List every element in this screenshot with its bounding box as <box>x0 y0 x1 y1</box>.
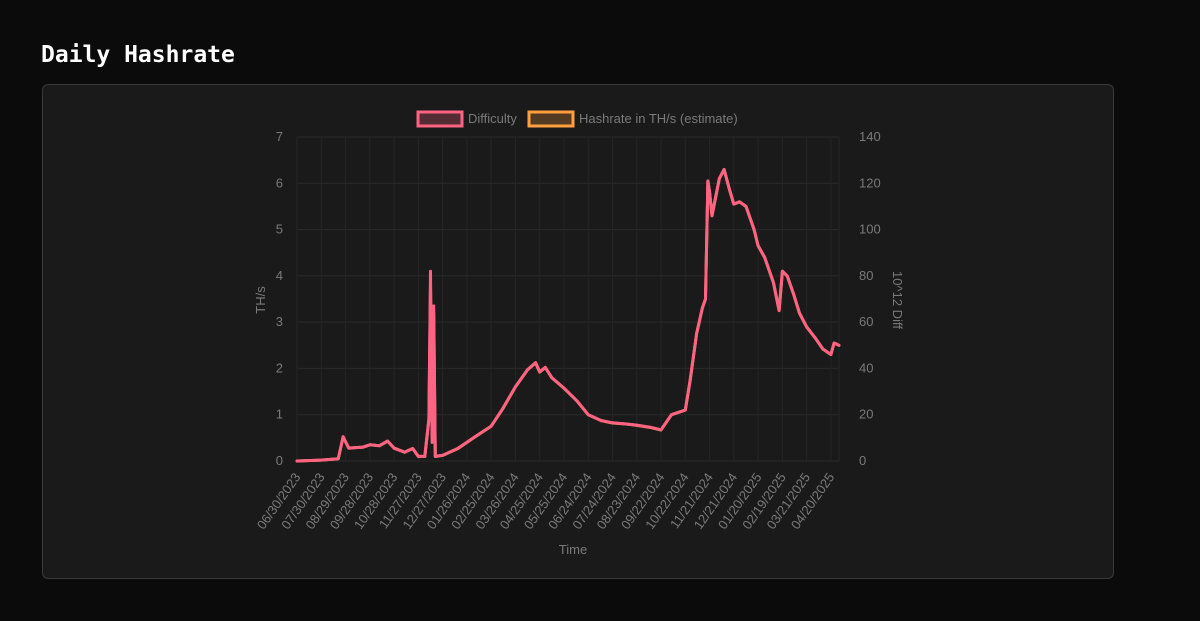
y-left-tick-label: 1 <box>276 407 283 422</box>
series-lines <box>295 167 841 463</box>
x-axis-label: Time <box>559 542 587 557</box>
grid <box>296 136 840 462</box>
axes: TH/s 10^12 Diff Time 0 01 202 403 604 805 1006… <box>253 129 905 557</box>
y-left-tick-label: 6 <box>276 175 283 190</box>
y-right-tick-label: 20 <box>859 407 873 422</box>
y-right-tick-label: 60 <box>859 314 873 329</box>
y-right-tick-label: 100 <box>859 222 881 237</box>
difficulty-line <box>295 167 841 463</box>
y-axis-left-label: TH/s <box>253 286 268 314</box>
legend: Difficulty Hashrate in TH/s (estimate) <box>416 110 738 128</box>
legend-label-hashrate: Hashrate in TH/s (estimate) <box>579 111 738 126</box>
y-right-tick-label: 140 <box>859 129 881 144</box>
y-left-tick-label: 5 <box>276 222 283 237</box>
legend-label-difficulty: Difficulty <box>468 111 517 126</box>
y-left-tick-label: 2 <box>276 360 283 375</box>
y-right-tick-label: 80 <box>859 268 873 283</box>
y-left-tick-label: 7 <box>276 129 283 144</box>
y-right-tick-label: 40 <box>859 360 873 375</box>
y-left-tick-label: 4 <box>276 268 283 283</box>
legend-item-difficulty[interactable]: Difficulty <box>416 110 517 128</box>
y-left-tick-label: 0 <box>276 453 283 468</box>
y-left-tick-label: 3 <box>276 314 283 329</box>
page-title: Daily Hashrate <box>41 42 235 68</box>
hashrate-chart: TH/s 10^12 Diff Time 0 01 202 403 604 805 1006… <box>253 110 905 557</box>
chart-card: TH/s 10^12 Diff Time 0 0 1 20 2 40 3 60 4 80 5 100 6… <box>42 84 1114 579</box>
legend-swatch-difficulty <box>416 110 464 128</box>
y-axis-right-label: 10^12 Diff <box>890 271 905 329</box>
y-right-tick-label: 120 <box>859 175 881 190</box>
legend-swatch-hashrate <box>527 110 575 128</box>
legend-item-hashrate[interactable]: Hashrate in TH/s (estimate) <box>527 110 738 128</box>
y-right-tick-label: 0 <box>859 453 866 468</box>
